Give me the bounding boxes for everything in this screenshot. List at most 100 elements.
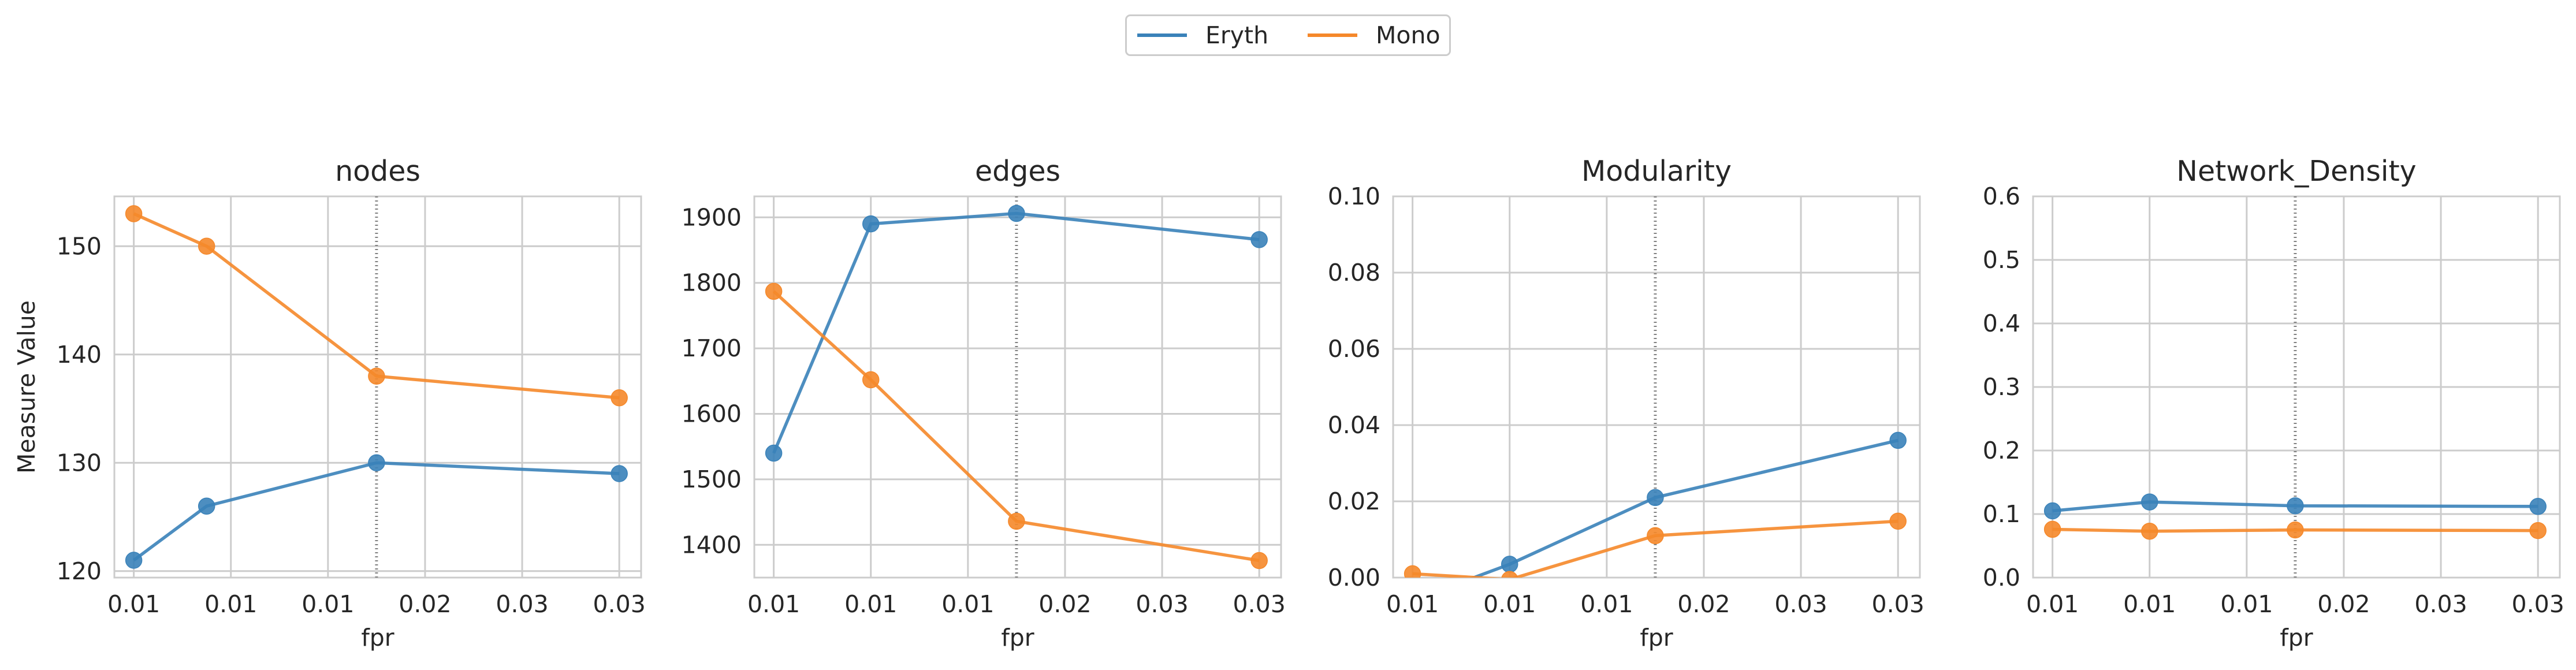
data-point-eryth [1647, 489, 1664, 507]
data-point-eryth [1250, 231, 1268, 248]
series-mono [125, 205, 628, 407]
series-line-mono [1412, 519, 1899, 578]
series-line-mono [772, 290, 1260, 563]
y-tick-label: 0.10 [1328, 183, 1380, 210]
x-tick-label: 0.02 [1038, 590, 1091, 618]
x-tick-label: 0.03 [496, 590, 548, 618]
x-tick-label: 0.01 [107, 590, 160, 618]
data-point-eryth [611, 465, 628, 482]
x-tick-label: 0.01 [2026, 590, 2079, 618]
data-point-eryth [1008, 204, 1025, 222]
x-axis-label: fpr [1640, 624, 1673, 652]
data-point-mono [1501, 571, 1518, 578]
x-tick-label: 0.03 [1233, 590, 1286, 618]
x-tick-label: 0.01 [1483, 590, 1536, 618]
y-tick-label: 120 [57, 557, 102, 585]
series-line-eryth [132, 461, 620, 562]
series-eryth [765, 204, 1268, 462]
x-tick-label: 0.01 [2123, 590, 2176, 618]
x-tick-label: 0.01 [2220, 590, 2273, 618]
data-point-eryth [2287, 497, 2304, 515]
series-eryth [2043, 493, 2547, 520]
y-tick-label: 1700 [682, 334, 742, 362]
x-tick-label: 0.02 [399, 590, 451, 618]
y-tick-label: 130 [57, 449, 102, 477]
x-tick-label: 0.01 [301, 590, 354, 618]
y-tick-label: 0.0 [1983, 564, 2020, 591]
y-tick-label: 0.02 [1328, 487, 1380, 515]
data-point-eryth [2529, 498, 2547, 515]
x-tick-label: 0.02 [2317, 590, 2370, 618]
x-tick-label: 0.03 [2512, 590, 2564, 618]
y-tick-label: 0.1 [1983, 500, 2020, 528]
x-tick-label: 0.01 [844, 590, 897, 618]
y-axis-label: Measure Value [13, 300, 40, 474]
x-tick-label: 0.01 [1580, 590, 1633, 618]
series-eryth [1469, 431, 1907, 578]
data-point-eryth [862, 215, 880, 233]
legend: Eryth Mono [1125, 14, 1451, 56]
y-tick-label: 1500 [682, 466, 742, 493]
data-point-mono [2043, 520, 2061, 538]
legend-item-eryth: Eryth [1137, 16, 1268, 54]
data-point-eryth [198, 497, 215, 515]
subplot-3: 0.00 0.02 0.04 0.06 0.08 0.10 0.01 0.01 0.01 0.02… [1328, 155, 1924, 652]
x-tick-label: 0.01 [204, 590, 257, 618]
y-tick-label: 1900 [682, 203, 742, 231]
x-tick-label: 0.01 [747, 590, 800, 618]
y-tick-label: 0.08 [1328, 259, 1380, 286]
data-point-mono [2141, 522, 2158, 540]
x-tick-label: 0.01 [941, 590, 994, 618]
subplot-title: Network_Density [2176, 155, 2416, 188]
data-point-mono [1889, 512, 1907, 530]
x-tick-label: 0.02 [1677, 590, 1730, 618]
data-point-mono [198, 237, 215, 255]
y-tick-label: 0.04 [1328, 411, 1380, 439]
series-line-eryth [772, 211, 1260, 454]
data-point-eryth [2141, 493, 2158, 511]
data-point-eryth [2043, 502, 2061, 520]
data-point-mono [2529, 522, 2547, 539]
y-tick-label: 0.5 [1983, 246, 2020, 274]
x-axis-label: fpr [361, 624, 394, 652]
data-point-mono [2287, 521, 2304, 539]
subplot-title: Modularity [1581, 155, 1732, 188]
data-point-mono [125, 205, 143, 222]
y-tick-label: 0.06 [1328, 335, 1380, 363]
y-tick-label: 0.00 [1328, 564, 1380, 591]
series-line-mono [2052, 527, 2538, 533]
x-tick-label: 0.03 [2414, 590, 2467, 618]
series-eryth [125, 454, 628, 569]
x-tick-label: 0.03 [1774, 590, 1827, 618]
y-tick-label: 1400 [682, 531, 742, 559]
series-mono [2043, 520, 2547, 540]
series-mono [765, 282, 1268, 570]
data-point-eryth [125, 552, 143, 569]
data-point-eryth [765, 444, 783, 462]
y-tick-label: 0.6 [1983, 183, 2020, 210]
y-tick-label: 140 [57, 341, 102, 368]
subplot-1: 120 130 140 150 0.01 0.01 0.01 0.02 0.03 0.03 node… [13, 155, 646, 652]
data-point-mono [611, 389, 628, 407]
y-tick-label: 150 [57, 232, 102, 260]
data-point-mono [368, 367, 385, 385]
data-point-mono [765, 282, 783, 300]
x-tick-label: 0.01 [1386, 590, 1439, 618]
y-tick-label: 0.3 [1983, 373, 2020, 401]
legend-label-mono: Mono [1376, 21, 1440, 49]
x-axis-label: fpr [2280, 624, 2313, 652]
data-point-eryth [368, 454, 385, 471]
x-tick-label: 0.03 [593, 590, 646, 618]
legend-swatch-eryth [1137, 34, 1187, 37]
data-point-eryth [1889, 431, 1907, 449]
subplot-4: 0.0 0.1 0.2 0.3 0.4 0.5 0.6 0.01 0.01 0.01 0.02 0.0… [1983, 155, 2564, 652]
y-tick-label: 1600 [682, 400, 742, 427]
legend-item-mono: Mono [1308, 16, 1440, 54]
legend-label-eryth: Eryth [1205, 21, 1269, 49]
data-point-mono [862, 371, 880, 389]
subplot-2: 1400 1500 1600 1700 1800 1900 0.01 0.01 0.01 0.02… [682, 155, 1286, 652]
series-line-mono [133, 212, 620, 400]
data-point-mono [1250, 552, 1268, 570]
data-point-eryth [1501, 556, 1518, 573]
